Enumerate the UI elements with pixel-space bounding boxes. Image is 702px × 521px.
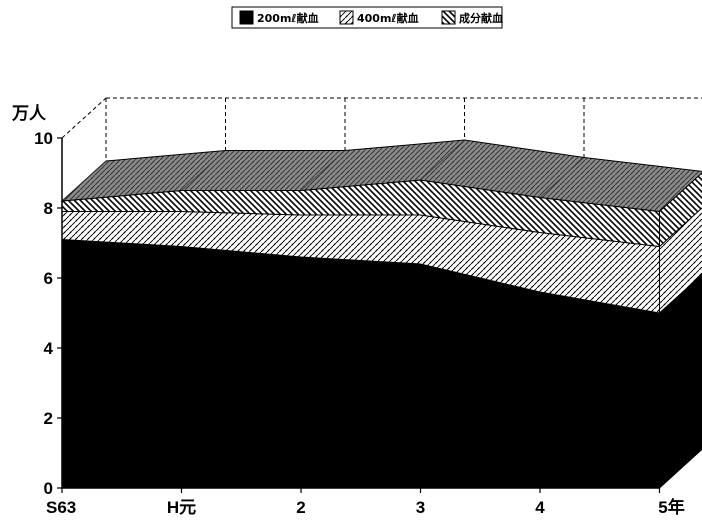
x-tick-label: 2: [296, 498, 305, 517]
y-tick-label: 6: [44, 269, 53, 288]
roof-ridge-line: [420, 139, 465, 181]
y-tick-label: 8: [44, 199, 53, 218]
area-series-group: [60, 139, 702, 490]
y-axis-unit-label: 万人: [11, 104, 47, 124]
y-tick-label: 0: [44, 479, 53, 498]
legend: 200mℓ献血 400mℓ献血 成分献血: [231, 6, 503, 29]
y-tick-label: 2: [44, 409, 53, 428]
y-tick-label: 4: [44, 339, 54, 358]
x-tick-label: 3: [416, 498, 425, 517]
x-tick-label: 4: [535, 498, 545, 517]
roof-ridge-line: [61, 160, 107, 202]
legend-entry: 400mℓ献血: [357, 11, 419, 25]
axes: 0 2 4 6 8 10 S63 H元 2 3 4 5年: [34, 129, 685, 517]
area-series-side: [659, 172, 702, 248]
roof-ridge-line: [181, 150, 226, 191]
legend-swatch: [339, 10, 354, 25]
legend-frame: [231, 6, 503, 29]
x-tick-label: H元: [167, 498, 196, 517]
back-wall-corner-edge: [61, 97, 107, 139]
legend-entry: 成分献血: [459, 11, 503, 25]
legend-swatch: [239, 10, 254, 25]
x-tick-label: 5年: [658, 497, 684, 517]
legend-entry: 200mℓ献血: [257, 11, 319, 25]
y-tick-label: 10: [34, 129, 53, 148]
legend-swatch: [441, 10, 456, 25]
x-tick-label: S63: [46, 498, 76, 517]
roof-ridge-line: [300, 150, 346, 191]
roof-ridge-line: [539, 157, 585, 198]
